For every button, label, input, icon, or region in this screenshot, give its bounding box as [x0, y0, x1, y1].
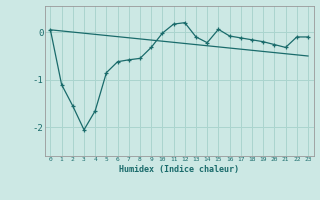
X-axis label: Humidex (Indice chaleur): Humidex (Indice chaleur)	[119, 165, 239, 174]
